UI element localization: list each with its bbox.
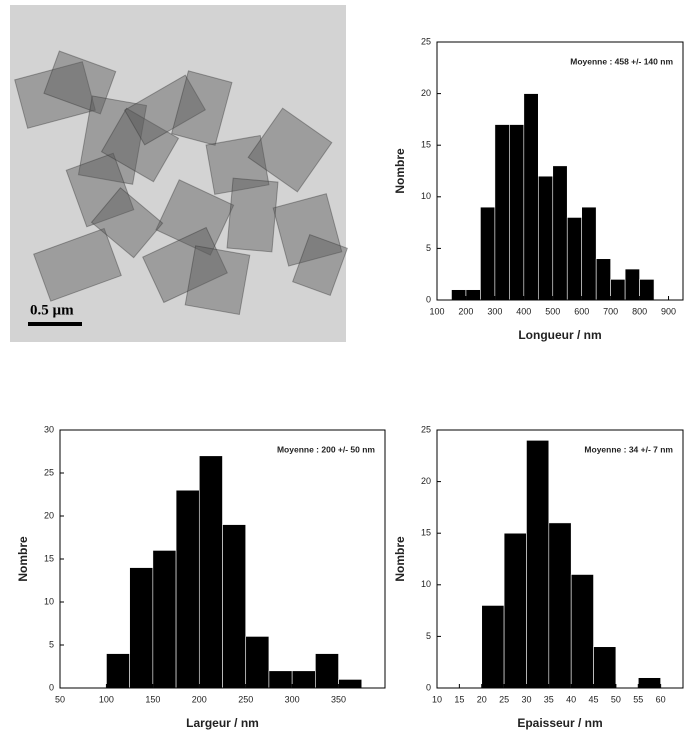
x-tick-label: 900	[661, 306, 676, 316]
y-tick-label: 5	[426, 631, 431, 641]
bar	[129, 567, 154, 689]
bar	[222, 524, 247, 689]
y-tick-label: 0	[49, 682, 54, 692]
x-tick-label: 300	[487, 306, 502, 316]
x-tick-label: 50	[611, 694, 621, 704]
scale-bar-label: 0.5 µm	[30, 302, 74, 318]
bar	[494, 124, 510, 301]
bar	[198, 455, 223, 689]
x-tick-label: 500	[545, 306, 560, 316]
x-tick-label: 250	[238, 694, 253, 704]
x-axis-label: Epaisseur / nm	[517, 716, 602, 730]
y-tick-label: 10	[421, 579, 431, 589]
bar	[509, 124, 525, 301]
y-tick-label: 5	[426, 243, 431, 253]
y-tick-label: 5	[49, 639, 54, 649]
x-axis-label: Longueur / nm	[518, 328, 601, 342]
y-tick-label: 15	[421, 140, 431, 150]
bar	[315, 653, 339, 689]
x-tick-label: 200	[458, 306, 473, 316]
annotation: Moyenne : 34 +/- 7 nm	[584, 444, 673, 454]
x-tick-label: 700	[603, 306, 618, 316]
bar	[106, 653, 130, 689]
tem-image: 0.5 µm	[10, 5, 348, 342]
bar	[581, 206, 597, 301]
x-tick-label: 300	[285, 694, 300, 704]
y-tick-label: 15	[421, 528, 431, 538]
x-tick-label: 600	[574, 306, 589, 316]
y-tick-label: 25	[44, 467, 54, 477]
y-tick-label: 20	[421, 476, 431, 486]
bar	[451, 289, 467, 301]
x-tick-label: 100	[99, 694, 114, 704]
bar	[523, 93, 539, 301]
y-tick-label: 10	[44, 596, 54, 606]
bar	[637, 677, 661, 689]
annotation: Moyenne : 458 +/- 140 nm	[570, 56, 673, 66]
annotation: Moyenne : 200 +/- 50 nm	[277, 444, 375, 454]
x-tick-label: 100	[429, 306, 444, 316]
y-tick-label: 30	[44, 424, 54, 434]
x-tick-label: 20	[477, 694, 487, 704]
y-tick-label: 25	[421, 36, 431, 46]
bar	[595, 258, 611, 301]
bar	[503, 532, 527, 689]
bar	[548, 522, 572, 689]
bar	[526, 440, 550, 689]
plot-frame	[436, 429, 684, 689]
bar	[245, 636, 270, 689]
bar	[610, 279, 626, 301]
y-axis-label: Nombre	[393, 148, 407, 194]
x-tick-label: 15	[454, 694, 464, 704]
y-tick-label: 20	[421, 88, 431, 98]
bar	[152, 550, 177, 689]
y-tick-label: 25	[421, 424, 431, 434]
bar	[480, 206, 496, 301]
y-tick-label: 0	[426, 682, 431, 692]
bar	[639, 279, 655, 301]
bar	[570, 574, 594, 689]
x-tick-label: 50	[55, 694, 65, 704]
x-axis-label: Largeur / nm	[186, 716, 259, 730]
bar	[481, 605, 505, 689]
bar	[537, 175, 554, 301]
x-tick-label: 200	[192, 694, 207, 704]
bar	[624, 268, 640, 301]
x-tick-label: 30	[521, 694, 531, 704]
bar	[465, 289, 481, 301]
x-tick-label: 35	[544, 694, 554, 704]
x-tick-label: 60	[656, 694, 666, 704]
bar	[338, 679, 363, 689]
y-tick-label: 0	[426, 294, 431, 304]
plot-frame	[436, 41, 684, 301]
bar	[566, 217, 583, 301]
bar	[552, 165, 568, 301]
bar	[268, 670, 293, 689]
bar	[175, 489, 200, 689]
x-tick-label: 800	[632, 306, 647, 316]
x-tick-label: 25	[499, 694, 509, 704]
bar	[593, 646, 617, 689]
x-tick-label: 150	[145, 694, 160, 704]
y-axis-label: Nombre	[16, 536, 30, 582]
x-tick-label: 45	[589, 694, 599, 704]
x-tick-label: 40	[566, 694, 576, 704]
x-tick-label: 55	[633, 694, 643, 704]
y-tick-label: 15	[44, 553, 54, 563]
y-tick-label: 10	[421, 191, 431, 201]
bar	[291, 670, 316, 689]
x-tick-label: 10	[432, 694, 442, 704]
x-tick-label: 350	[331, 694, 346, 704]
x-tick-label: 400	[516, 306, 531, 316]
y-axis-label: Nombre	[393, 536, 407, 582]
y-tick-label: 20	[44, 510, 54, 520]
